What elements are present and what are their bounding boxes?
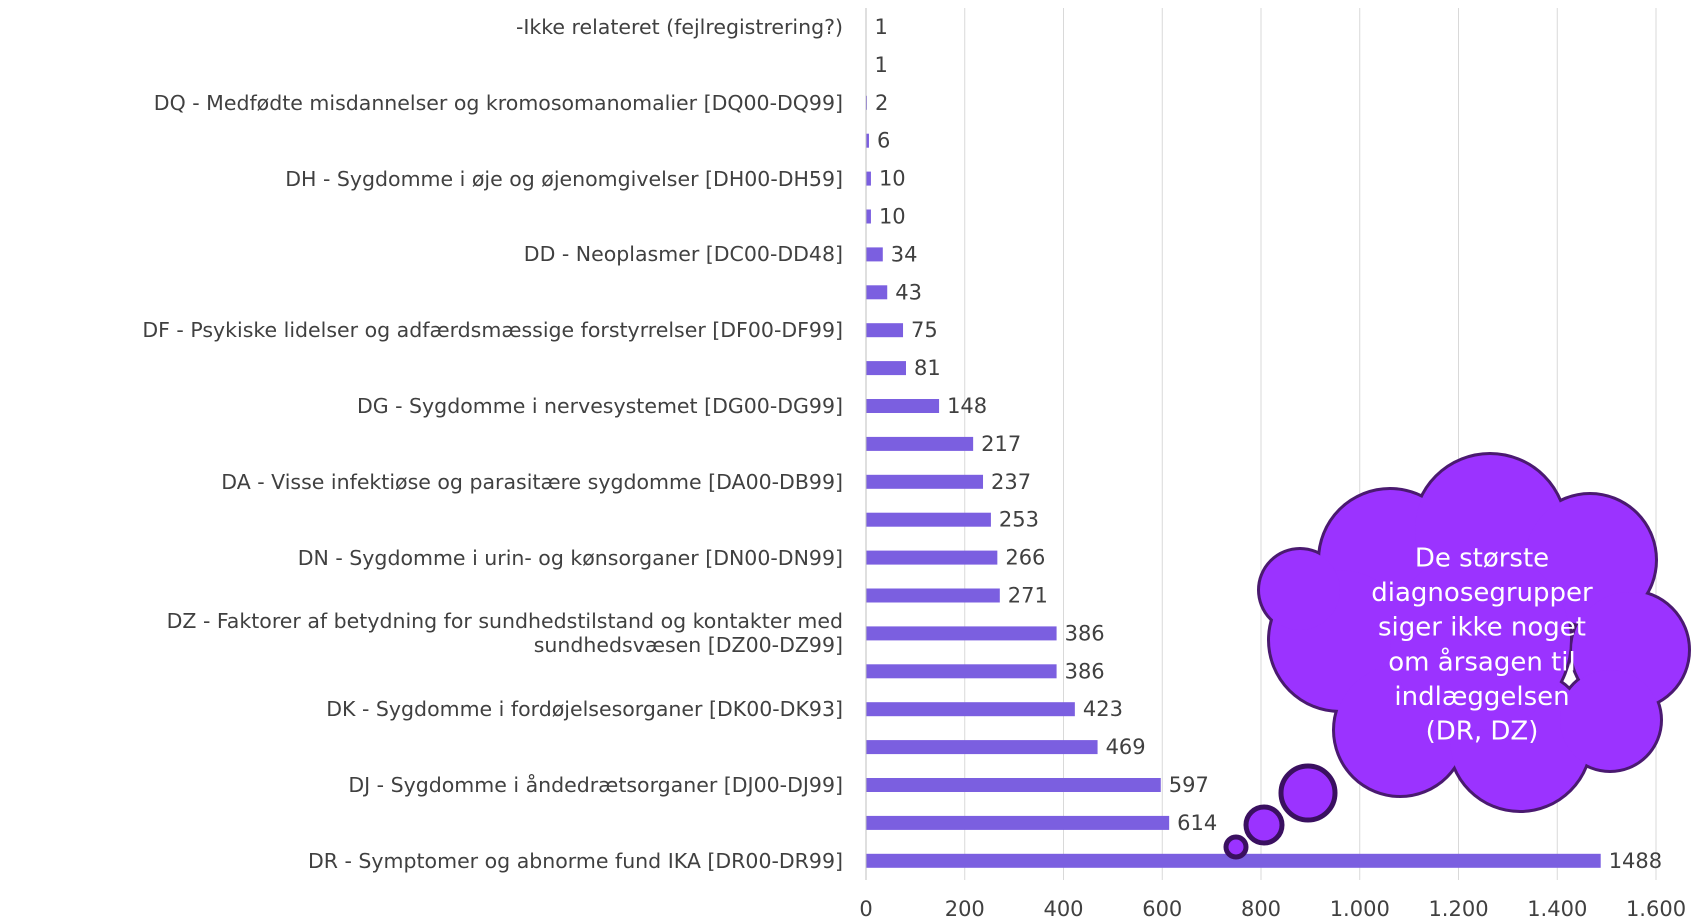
cloud-bubble — [1281, 766, 1335, 820]
value-label: 148 — [947, 394, 987, 418]
value-label: 386 — [1065, 659, 1105, 683]
x-tick-label: 400 — [1043, 897, 1083, 921]
y-tick-label: DK - Sygdomme i fordøjelsesorganer [DK00… — [0, 697, 843, 721]
x-tick-label: 800 — [1241, 897, 1281, 921]
value-label: 469 — [1106, 735, 1146, 759]
y-tick-label: DD - Neoplasmer [DC00-DD48] — [0, 242, 843, 266]
bar — [866, 589, 1000, 603]
x-tick-label: 1.400 — [1527, 897, 1587, 921]
bar — [866, 361, 906, 375]
bar — [866, 399, 939, 413]
value-label: 271 — [1008, 584, 1048, 608]
bar — [866, 172, 871, 186]
value-label: 81 — [914, 356, 941, 380]
bar — [866, 323, 903, 337]
value-label: 217 — [981, 432, 1021, 456]
x-tick-label: 1.000 — [1330, 897, 1390, 921]
annotation-cloud: De største diagnosegrupper siger ikke noge… — [1226, 455, 1688, 857]
value-label: 1 — [874, 15, 887, 39]
bar — [866, 702, 1075, 716]
y-tick-label: DH - Sygdomme i øje og øjenomgivelser [D… — [0, 167, 843, 191]
bar — [866, 247, 883, 261]
annotation-text: indlæggelsen — [1394, 682, 1569, 712]
y-tick-label: DJ - Sygdomme i åndedrætsorganer [DJ00-D… — [0, 773, 843, 797]
bar — [866, 210, 871, 224]
value-label: 253 — [999, 508, 1039, 532]
value-label: 614 — [1177, 811, 1217, 835]
bar — [866, 513, 991, 527]
value-label: 386 — [1065, 621, 1105, 645]
y-tick-label: DA - Visse infektiøse og parasitære sygd… — [0, 470, 843, 494]
x-tick-label: 200 — [945, 897, 985, 921]
bar — [866, 664, 1057, 678]
x-tick-label: 1.600 — [1626, 897, 1686, 921]
annotation-text: diagnosegrupper — [1371, 578, 1593, 608]
bar — [866, 437, 973, 451]
value-label: 34 — [891, 242, 918, 266]
y-tick-label: DR - Symptomer og abnorme fund IKA [DR00… — [0, 849, 843, 873]
value-label: 237 — [991, 470, 1031, 494]
cloud-fill — [1260, 550, 1340, 630]
annotation-text: siger ikke noget — [1378, 613, 1586, 643]
x-tick-label: 600 — [1142, 897, 1182, 921]
x-tick-label: 1.200 — [1428, 897, 1488, 921]
cloud-fill — [1560, 670, 1660, 770]
bar — [866, 778, 1161, 792]
value-label: 597 — [1169, 773, 1209, 797]
annotation-text: om årsagen til — [1388, 646, 1575, 677]
x-tick-label: 0 — [859, 897, 872, 921]
y-tick-label: DF - Psykiske lidelser og adfærdsmæssige… — [0, 318, 843, 342]
bar — [866, 740, 1098, 754]
y-tick-label: DN - Sygdomme i urin- og kønsorganer [DN… — [0, 546, 843, 570]
bar — [866, 816, 1169, 830]
bar — [866, 551, 997, 565]
cloud-bubble — [1226, 837, 1246, 857]
annotation-text: (DR, DZ) — [1426, 717, 1539, 747]
bar — [866, 475, 983, 489]
value-label: 1488 — [1609, 849, 1662, 873]
y-tick-label: DG - Sygdomme i nervesystemet [DG00-DG99… — [0, 394, 843, 418]
y-tick-label: -Ikke relateret (fejlregistrering?) — [0, 15, 843, 39]
chart: 0 200 400 600 800 1.000 1.200 1.400 1.600 1 1 2 6 10 1… — [0, 0, 1692, 922]
value-label: 1 — [874, 53, 887, 77]
bar — [866, 626, 1057, 640]
y-tick-label: DQ - Medfødte misdannelser og kromosoman… — [0, 91, 843, 115]
value-label: 10 — [879, 205, 906, 229]
annotation-text: De største — [1415, 544, 1549, 574]
value-label: 43 — [895, 280, 922, 304]
value-label: 75 — [911, 318, 938, 342]
cloud-bubble — [1246, 807, 1282, 843]
value-label: 10 — [879, 167, 906, 191]
value-label: 266 — [1005, 546, 1045, 570]
y-tick-label: DZ - Faktorer af betydning for sundhedst… — [0, 609, 843, 657]
value-label: 2 — [875, 91, 888, 115]
value-label: 423 — [1083, 697, 1123, 721]
bar — [866, 285, 887, 299]
value-label: 6 — [877, 129, 890, 153]
